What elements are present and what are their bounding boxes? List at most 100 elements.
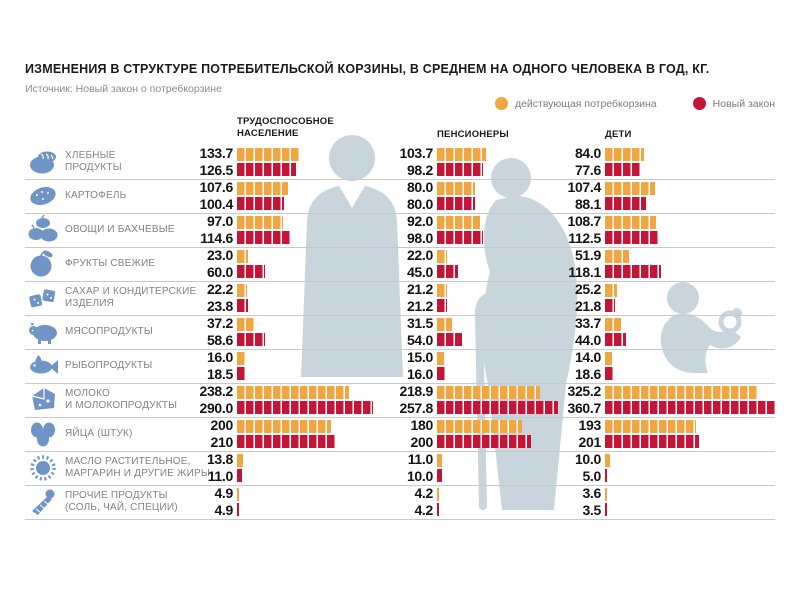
value-current: 10.0 [574,451,601,467]
bar-new-law [437,503,439,516]
current-basket-dot-icon [494,97,508,110]
legend-label: действующая потребкорзина [514,97,657,110]
value-new-law: 126.5 [199,162,233,178]
value-new-law: 21.2 [406,298,433,314]
value-current: 238.2 [199,383,233,399]
legend-item: действующая потребкорзина [494,97,657,110]
table-row: ФРУКТЫ СВЕЖИЕ 23.0 60.0 22.0 45.0 51.9 118.1 [25,247,775,282]
value-current: 23.0 [206,247,233,263]
bar-current [605,318,621,331]
value-current: 33.7 [574,315,601,331]
value-new-law: 4.2 [414,502,433,518]
group-header-pensioner: ПЕНСИОНЕРЫ [437,129,509,140]
baby-silhouette [650,278,750,385]
bar-new-law [605,367,614,380]
bar-new-law [237,503,240,516]
table-row: ОВОЩИ И БАХЧЕВЫЕ 97.0 114.6 92.0 98.0 108.7 11… [25,213,775,248]
value-new-law: 18.5 [206,366,233,382]
value-new-law: 11.0 [207,468,234,484]
value-new-law: 100.4 [199,196,233,212]
value-new-law: 200 [410,434,434,450]
value-current: 4.2 [414,485,433,501]
value-current: 108.7 [567,213,601,229]
bar-new-law [437,163,484,176]
value-current: 133.7 [199,145,233,161]
value-current: 103.7 [399,145,433,161]
bar-current [237,488,240,501]
value-current: 107.6 [199,179,233,195]
category-label: САХАР И КОНДИТЕРСКИЕ ИЗДЕЛИЯ [65,286,197,309]
value-new-law: 54.0 [406,332,433,348]
table-row: ХЛЕБНЫЕ ПРОДУКТЫ 133.7 126.5 103.7 98.2 84.0 7… [25,145,775,180]
bar-new-law [237,163,297,176]
bar-current [437,148,486,161]
spices-icon [28,487,58,517]
value-current: 3.6 [582,485,601,501]
bar-current [237,454,244,467]
bar-current [437,216,481,229]
value-new-law: 112.5 [568,230,601,246]
potato-icon [28,181,58,211]
bar-current [437,182,475,195]
value-new-law: 4.9 [214,502,233,518]
bar-new-law [605,231,658,244]
bar-current [237,352,245,365]
value-current: 4.9 [214,485,233,501]
bar-current [237,148,300,161]
value-current: 92.0 [406,213,433,229]
table-row: МОЛОКО И МОЛОКОПРОДУКТЫ 238.2 290.0 218.9 25… [25,383,775,418]
legend-label: Новый закон [712,97,775,110]
category-label: МАСЛО РАСТИТЕЛЬНОЕ, МАРГАРИН И ДРУГИЕ ЖИ… [65,456,210,479]
bar-new-law [237,231,291,244]
bar-current [605,148,645,161]
value-new-law: 80.0 [406,196,433,212]
value-new-law: 44.0 [574,332,601,348]
value-new-law: 58.6 [206,332,233,348]
apple-icon [28,249,58,279]
bar-new-law [237,469,243,482]
bar-current [605,250,630,263]
value-new-law: 98.2 [406,162,433,178]
bar-current [437,488,439,501]
sugar-icon [28,283,58,313]
bar-new-law [437,469,442,482]
bar-current [605,420,696,433]
value-current: 51.9 [574,247,601,263]
value-new-law: 45.0 [406,264,433,280]
bar-current [605,454,610,467]
bar-new-law [437,401,559,414]
bar-current [605,488,607,501]
bar-current [237,216,283,229]
bar-current [437,454,443,467]
value-current: 218.9 [399,383,433,399]
page-title: ИЗМЕНЕНИЯ В СТРУКТУРЕ ПОТРЕБИТЕЛЬСКОЙ КО… [25,62,710,76]
bar-current [237,182,288,195]
bar-current [437,420,522,433]
value-new-law: 98.0 [406,230,433,246]
bar-new-law [605,435,700,448]
category-label: КАРТОФЕЛЬ [65,190,127,201]
meat-icon [28,317,58,347]
category-label: МОЛОКО И МОЛОКОПРОДУКТЫ [65,388,178,411]
value-new-law: 360.7 [567,400,601,416]
bar-new-law [437,299,447,312]
table-row: МЯСОПРОДУКТЫ 37.2 58.6 31.5 54.0 33.7 44.0 [25,315,775,350]
category-label: ХЛЕБНЫЕ ПРОДУКТЫ [65,150,122,173]
value-new-law: 114.6 [200,230,233,246]
table-row: ЯЙЦА (ШТУК) 200 210 180 200 193 201 [25,417,775,452]
bar-new-law [605,503,607,516]
bar-new-law [605,197,647,210]
legend-item: Новый закон [692,97,775,110]
value-current: 15.0 [406,349,433,365]
value-current: 97.0 [206,213,233,229]
bar-current [437,250,448,263]
bar-new-law [437,265,459,278]
bar-new-law [237,435,336,448]
value-current: 107.4 [567,179,601,195]
value-new-law: 10.0 [406,468,433,484]
new-law-dot-icon [692,97,706,110]
bar-new-law [437,231,484,244]
bar-new-law [237,401,374,414]
value-new-law: 21.8 [574,298,601,314]
